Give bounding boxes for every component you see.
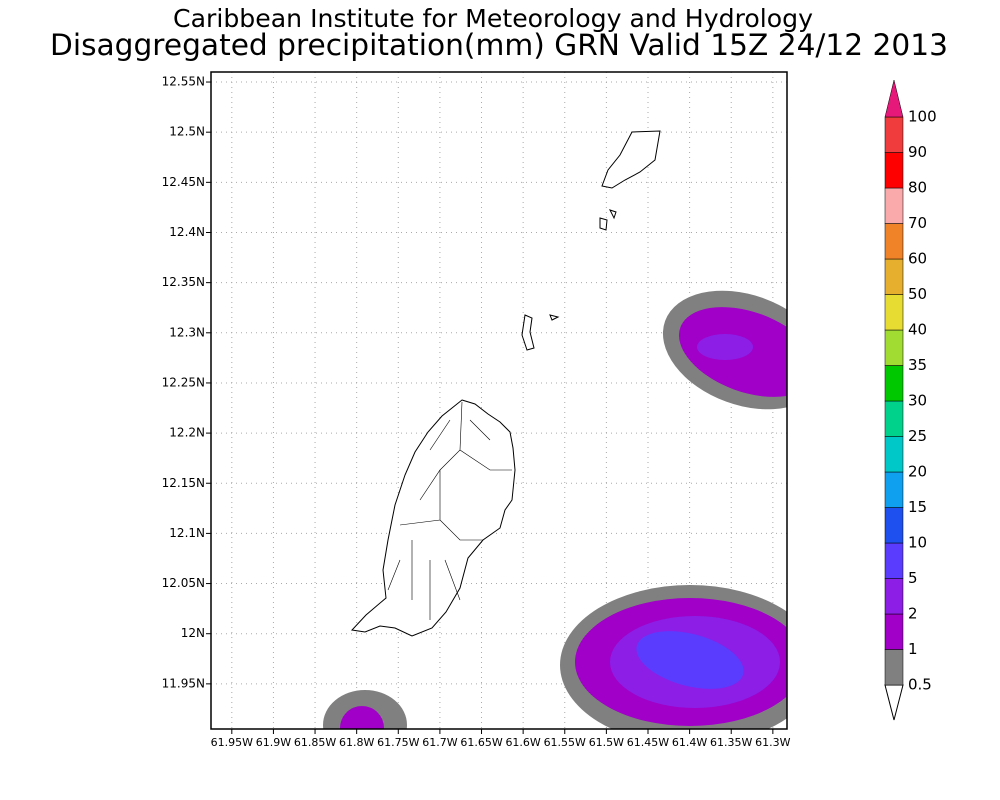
small-island — [521, 314, 535, 351]
colorbar-label: 40 — [908, 321, 927, 339]
colorbar-box — [884, 578, 904, 615]
colorbar-label: 30 — [908, 392, 927, 410]
axis-labels: 12.55N 12.5N 12.45N 12.4N 12.35N 12.3N 12.25N 1… — [162, 75, 791, 749]
carriacou — [601, 130, 661, 189]
lon-tick-label: 61.65W — [460, 736, 502, 749]
subtitle: Disaggregated precipitation(mm) GRN Vali… — [50, 28, 948, 62]
islands — [350, 130, 661, 637]
lon-tick-label: 61.75W — [377, 736, 419, 749]
lat-tick-label: 12.55N — [162, 75, 205, 89]
lon-tick-label: 61.4W — [672, 736, 707, 749]
lat-tick-label: 12.5N — [169, 125, 205, 139]
colorbar-label: 20 — [908, 463, 927, 481]
colorbar-label: 5 — [908, 569, 918, 587]
colorbar-label: 1 — [908, 640, 918, 658]
small-island — [609, 209, 617, 220]
colorbar-label: 10 — [908, 534, 927, 552]
rain-area — [697, 334, 753, 360]
colorbar-box — [884, 507, 904, 544]
title: Caribbean Institute for Meteorology and … — [173, 4, 813, 33]
lat-tick-label: 12.15N — [162, 476, 205, 490]
colorbar-box — [884, 187, 904, 224]
colorbar-under — [884, 684, 904, 721]
colorbar-box — [884, 152, 904, 189]
petite-martinique — [599, 217, 608, 231]
colorbar-box — [884, 400, 904, 437]
colorbar-label: 2 — [908, 605, 918, 623]
colorbar-box — [884, 294, 904, 331]
lat-tick-label: 11.95N — [162, 676, 205, 690]
lat-tick-label: 12.4N — [169, 225, 205, 239]
colorbar-label: 25 — [908, 427, 927, 445]
rain-area — [636, 631, 744, 689]
colorbar-over — [884, 79, 904, 118]
colorbar-label: 100 — [908, 108, 937, 126]
lon-tick-label: 61.5W — [589, 736, 624, 749]
colorbar-box — [884, 471, 904, 508]
colorbar-box — [884, 542, 904, 579]
lat-tick-label: 12.1N — [169, 526, 205, 540]
lat-tick-label: 12.05N — [162, 576, 205, 590]
colorbar-box — [884, 223, 904, 260]
colorbar-label: 0.5 — [908, 676, 932, 694]
colorbar-box — [884, 258, 904, 295]
lat-tick-label: 12.3N — [169, 325, 205, 339]
lon-tick-label: 61.95W — [211, 736, 253, 749]
lon-tick-label: 61.35W — [710, 736, 752, 749]
lon-tick-label: 61.9W — [256, 736, 291, 749]
colorbar-label: 35 — [908, 356, 927, 374]
colorbar-box — [884, 436, 904, 473]
lon-tick-label: 61.8W — [339, 736, 374, 749]
colorbar-label: 70 — [908, 214, 927, 232]
precipitation-field — [323, 290, 787, 729]
lon-tick-label: 61.85W — [294, 736, 336, 749]
lat-tick-label: 12.25N — [162, 375, 205, 389]
colorbar-box — [884, 329, 904, 366]
lon-tick-label: 61.7W — [422, 736, 457, 749]
lat-tick-label: 12.35N — [162, 275, 205, 289]
rain-area — [340, 706, 384, 729]
lat-tick-label: 12N — [181, 626, 205, 640]
colorbar-box — [884, 116, 904, 153]
colorbar-box — [884, 365, 904, 402]
grenada — [350, 399, 516, 637]
lon-tick-label: 61.45W — [627, 736, 669, 749]
parish-borders — [387, 401, 512, 620]
map-frame — [210, 71, 788, 730]
colorbar-label: 60 — [908, 250, 927, 268]
colorbar-label: 90 — [908, 143, 927, 161]
small-island — [549, 314, 560, 321]
colorbar-label: 50 — [908, 285, 927, 303]
colorbar-box — [884, 649, 904, 686]
lon-tick-label: 61.55W — [544, 736, 586, 749]
colorbar-label: 15 — [908, 498, 927, 516]
lon-tick-label: 61.3W — [755, 736, 790, 749]
lon-tick-label: 61.6W — [505, 736, 540, 749]
colorbar-label: 80 — [908, 179, 927, 197]
lat-tick-label: 12.45N — [162, 175, 205, 189]
colorbar-box — [884, 613, 904, 650]
grid — [211, 72, 787, 729]
lat-tick-label: 12.2N — [169, 426, 205, 440]
